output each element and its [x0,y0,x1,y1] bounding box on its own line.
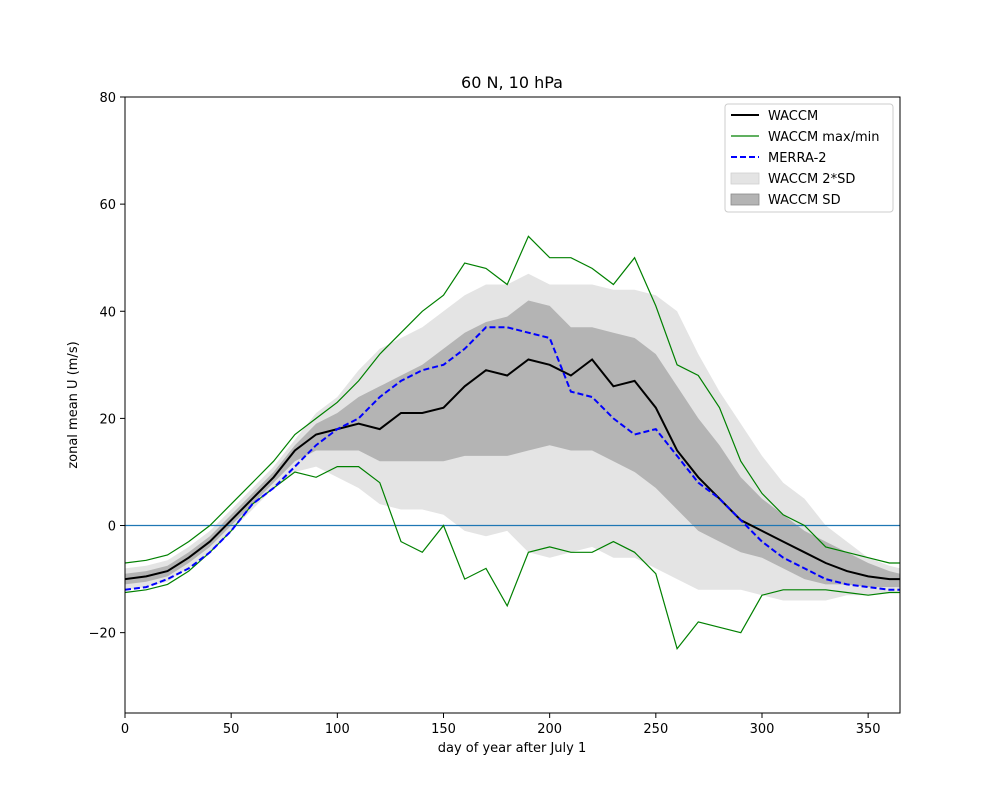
axes-layer: 0 50 100 150 200 250 300 350 −20 0 20 40 60 80 [89,91,901,737]
x-tick-label: 150 [431,722,456,737]
x-tick-label: 350 [856,722,881,737]
waccm-max-line [125,235,900,564]
x-tick-label: 300 [750,722,775,737]
y-tick-label: 60 [99,198,116,213]
y-tick-label: 40 [99,305,116,320]
y-tick-label: 20 [99,412,116,427]
legend-box [724,103,894,213]
x-tick-label: 0 [121,722,129,737]
legend-waccm-2sd-swatch [730,172,760,185]
waccm-sd-band [125,300,900,588]
x-tick-label: 200 [537,722,562,737]
y-tick-label: −20 [89,627,116,642]
plot-frame [124,96,901,714]
legend-waccm-maxmin-label: WACCM max/min [768,130,880,145]
merra2-line [125,326,900,591]
legend-waccm-label: WACCM [768,109,818,124]
legend-merra2-label: MERRA-2 [768,151,827,166]
x-axis-label: day of year after July 1 [438,741,587,756]
legend-waccm-2sd-label: WACCM 2*SD [768,172,855,187]
y-tick-label: 80 [99,91,116,106]
line-layer [125,235,900,650]
y-axis-label: zonal mean U (m/s) [66,341,81,468]
x-tick-label: 50 [223,722,240,737]
chart-title: 60 N, 10 hPa [461,73,563,92]
y-tick-label: 0 [108,520,116,535]
legend-waccm-sd-label: WACCM SD [768,193,841,208]
x-tick-label: 250 [643,722,668,737]
legend: WACCM WACCM max/min MERRA-2 WACCM 2*SD WACCM… [724,103,894,213]
band-layer [125,273,900,601]
waccm-line [125,358,900,581]
legend-waccm-sd-swatch [730,193,760,206]
x-tick-label: 100 [325,722,350,737]
